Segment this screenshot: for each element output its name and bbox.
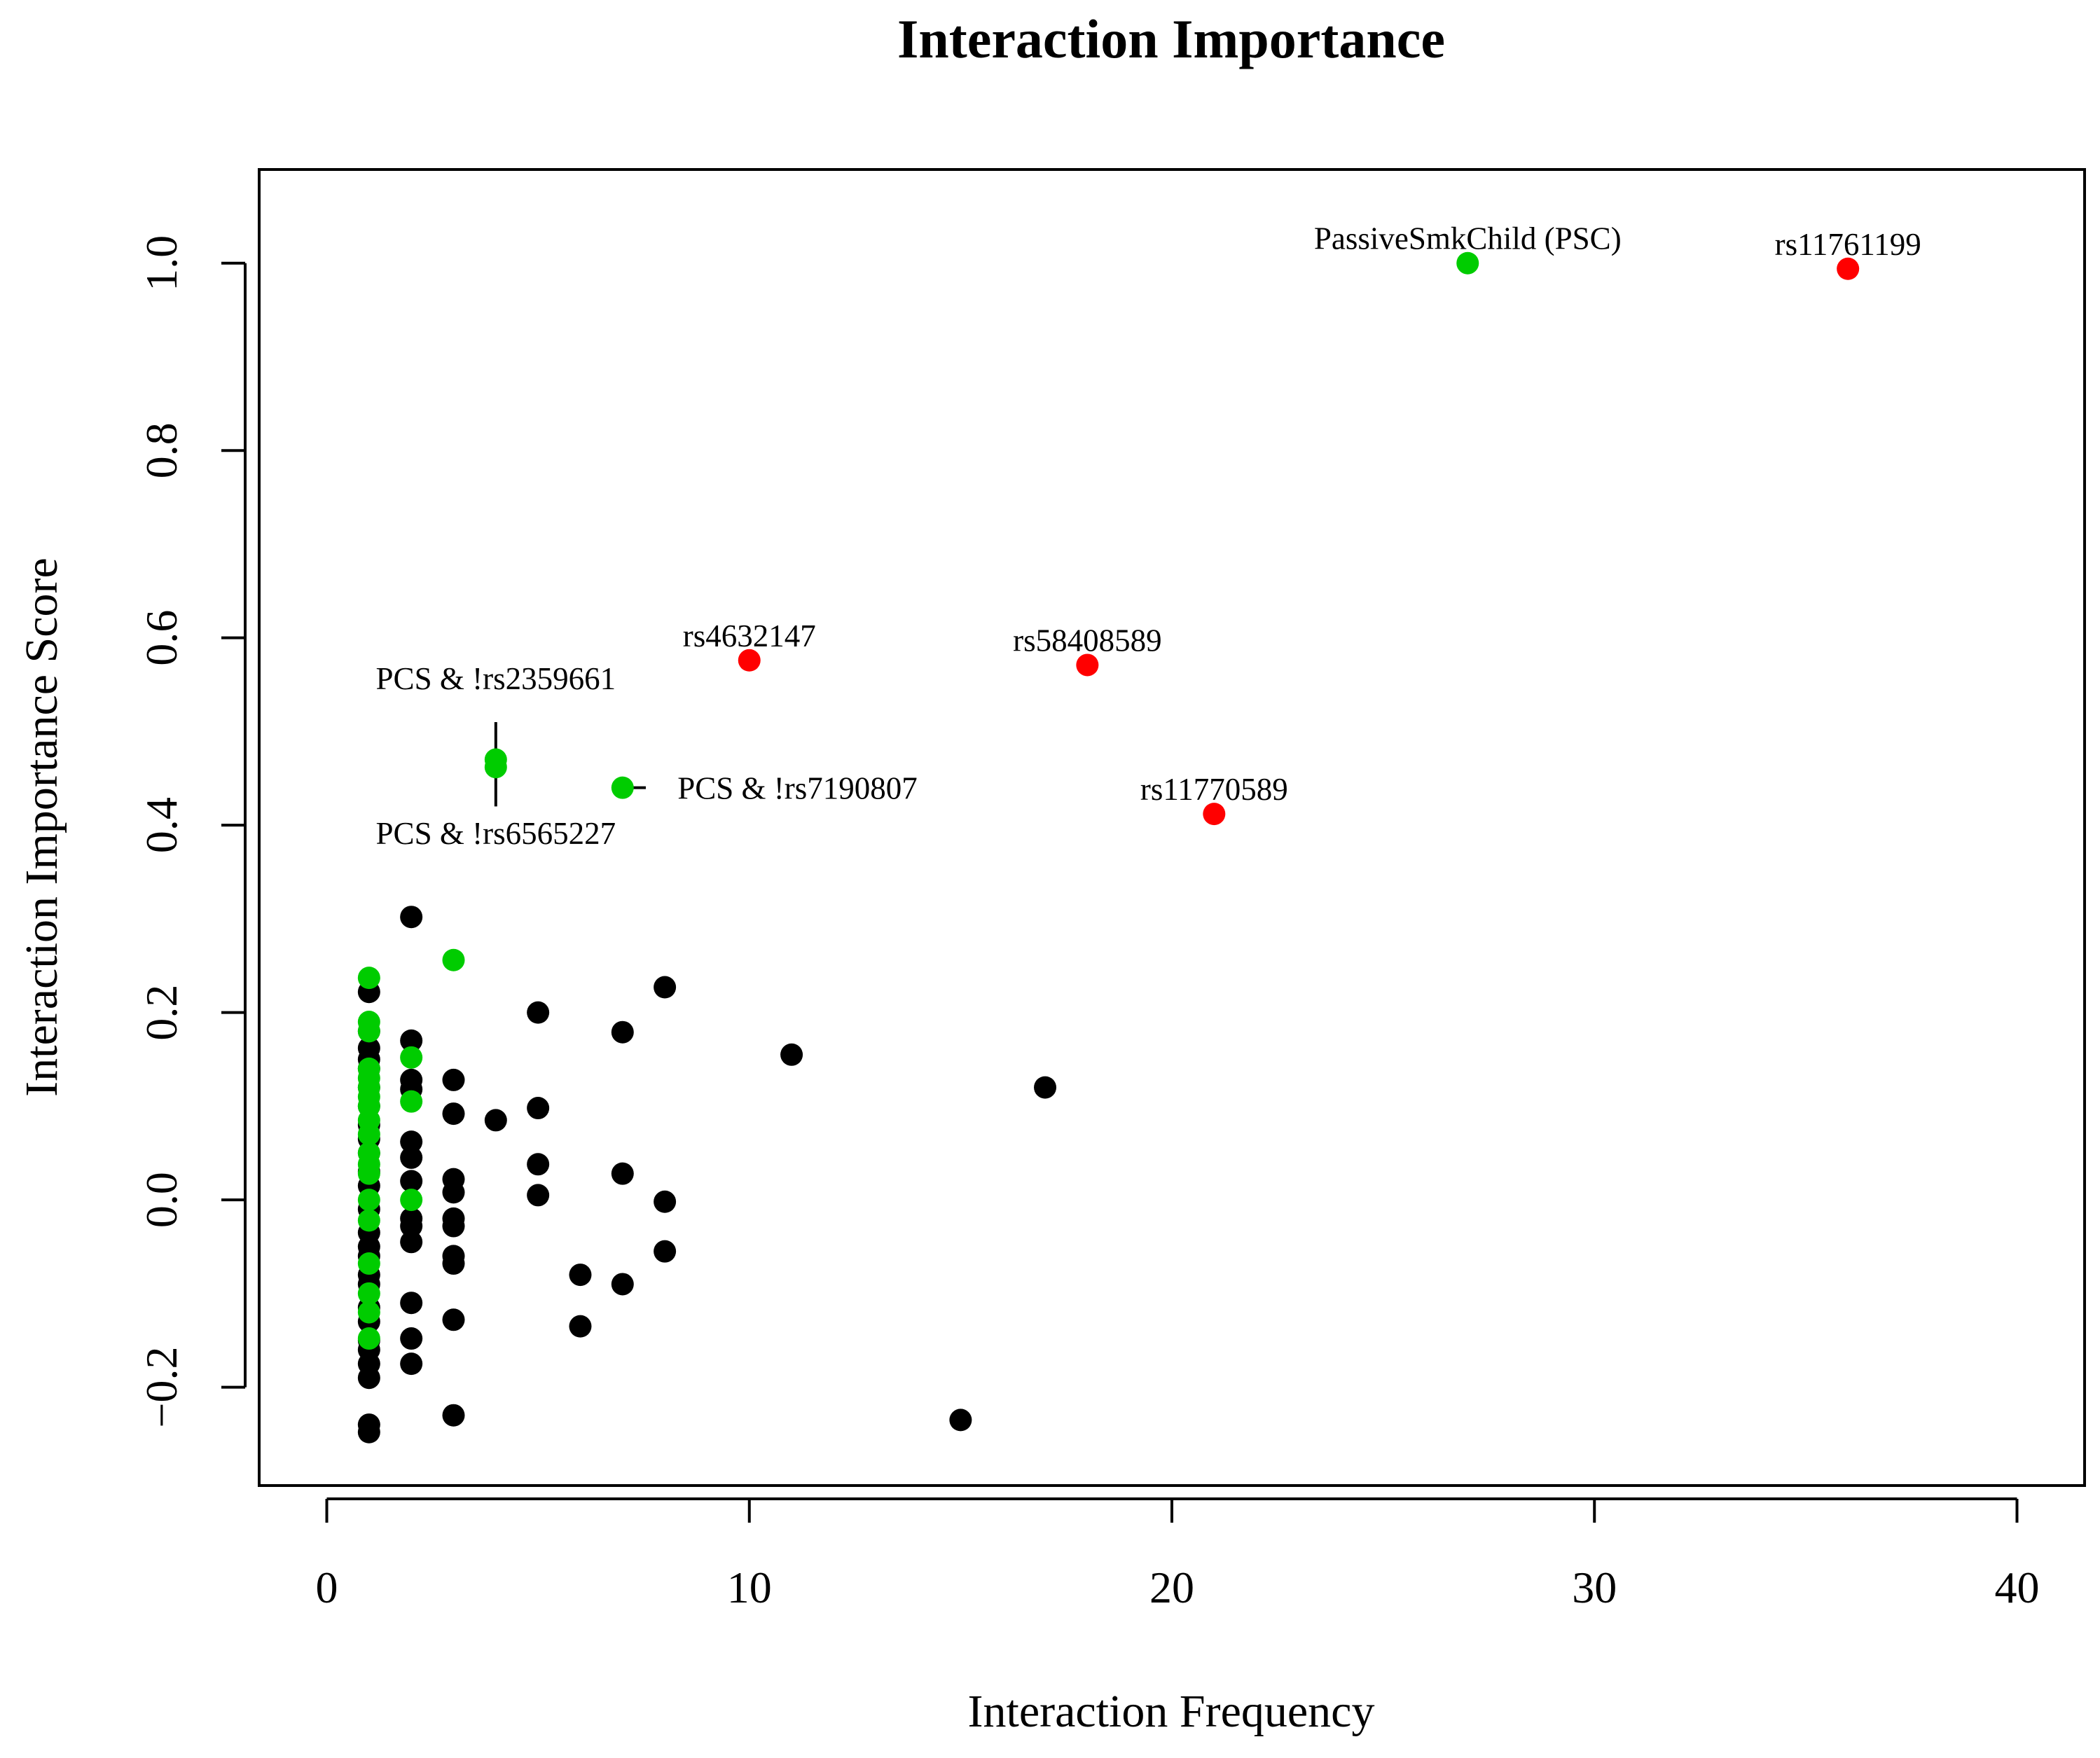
data-point — [400, 906, 423, 929]
data-point — [654, 1190, 677, 1213]
data-point — [949, 1409, 972, 1432]
data-point — [400, 1292, 423, 1315]
data-point — [611, 1273, 634, 1296]
point-annotation: PCS & !rs6565227 — [376, 816, 616, 851]
data-point — [400, 1090, 423, 1113]
data-point — [400, 1327, 423, 1350]
data-point — [442, 1068, 465, 1091]
data-point — [400, 1146, 423, 1169]
data-point — [611, 1020, 634, 1044]
data-point — [484, 756, 507, 779]
data-point — [569, 1264, 592, 1287]
data-point — [442, 1181, 465, 1204]
point-annotation: rs11761199 — [1775, 227, 1921, 262]
data-point — [1034, 1076, 1057, 1099]
y-tick-label: 0.0 — [137, 1172, 186, 1228]
x-tick-label: 20 — [1149, 1563, 1194, 1612]
y-tick-label: 0.4 — [137, 797, 186, 853]
data-point — [1203, 803, 1226, 826]
data-point — [1076, 653, 1099, 677]
x-tick-label: 10 — [727, 1563, 772, 1612]
data-point — [400, 1231, 423, 1254]
point-annotation: rs4632147 — [683, 618, 816, 653]
data-point — [400, 1130, 423, 1154]
data-point — [611, 776, 634, 799]
plot-frame — [258, 168, 2086, 1487]
data-point — [357, 1282, 380, 1305]
data-point — [1837, 257, 1860, 280]
data-point — [357, 1189, 380, 1212]
data-point — [527, 1001, 550, 1024]
point-annotation: rs58408589 — [1013, 623, 1162, 658]
y-tick-label: 0.8 — [137, 422, 186, 478]
point-annotation: PCS & !rs7190807 — [677, 771, 918, 806]
data-point — [654, 976, 677, 999]
x-tick-label: 30 — [1572, 1563, 1617, 1612]
data-point — [357, 1301, 380, 1324]
data-point — [442, 1102, 465, 1126]
data-point — [357, 1162, 380, 1185]
data-point — [357, 1123, 380, 1146]
data-point — [442, 948, 465, 971]
data-point — [780, 1043, 803, 1066]
data-point — [654, 1240, 677, 1263]
data-point — [400, 1029, 423, 1052]
y-tick-label: 0.6 — [137, 610, 186, 666]
data-point — [357, 1020, 380, 1043]
data-point — [484, 1109, 507, 1132]
data-point — [527, 1097, 550, 1120]
y-axis-label: Interaction Importance Score — [16, 558, 67, 1097]
chart-title: Interaction Importance — [897, 8, 1445, 69]
x-axis-label: Interaction Frequency — [968, 1686, 1375, 1737]
point-annotation: PCS & !rs2359661 — [376, 661, 616, 696]
x-axis: 0 10 20 30 40 — [316, 1497, 2039, 1612]
data-point — [442, 1308, 465, 1331]
x-tick-label: 0 — [316, 1563, 338, 1612]
data-point — [400, 1189, 423, 1212]
data-point — [527, 1153, 550, 1176]
data-point — [442, 1252, 465, 1275]
y-axis: −0.2 0.0 0.2 0.4 0.6 0.8 1.0 — [137, 235, 247, 1428]
data-point — [357, 967, 380, 990]
data-point — [442, 1214, 465, 1238]
data-point — [357, 1366, 380, 1390]
y-tick-label: 1.0 — [137, 235, 186, 291]
data-point — [1456, 251, 1479, 275]
data-point — [357, 1209, 380, 1232]
point-annotation: rs11770589 — [1140, 772, 1288, 807]
data-point — [738, 649, 761, 672]
data-point — [400, 1170, 423, 1193]
point-annotations: PassiveSmkChild (PSC) rs11761199 rs4632147… — [376, 221, 1921, 851]
data-point — [357, 1327, 380, 1350]
x-tick-label: 40 — [1994, 1563, 2039, 1612]
y-tick-label: 0.2 — [137, 985, 186, 1041]
data-point — [400, 1046, 423, 1069]
data-point — [357, 1252, 380, 1275]
data-points — [357, 251, 1860, 1444]
data-point — [400, 1352, 423, 1376]
data-point — [400, 1214, 423, 1238]
data-point — [442, 1404, 465, 1427]
data-point — [357, 1420, 380, 1444]
point-annotation: PassiveSmkChild (PSC) — [1314, 221, 1622, 256]
data-point — [527, 1184, 550, 1207]
y-tick-label: −0.2 — [137, 1347, 186, 1428]
data-point — [569, 1315, 592, 1338]
data-point — [611, 1162, 634, 1185]
